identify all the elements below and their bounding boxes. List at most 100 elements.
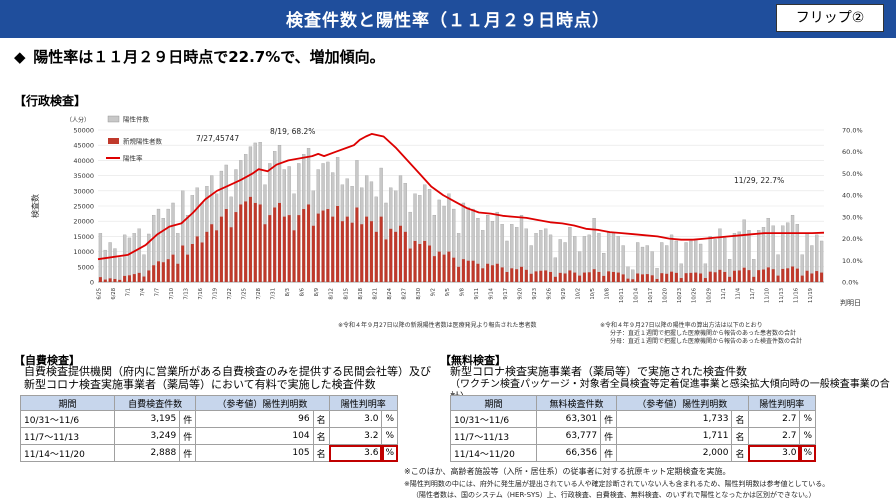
x-axis-label: 判明日 [840,298,861,307]
count-unit-cell: 件 [179,444,197,462]
bar-positives [490,265,494,282]
bar-positives [810,273,814,282]
x-tick-label: 7/13 [184,288,190,300]
bar-positives [336,206,340,282]
y-axis-label: 検査数 [30,194,40,218]
y2-tick-label: 0.0% [842,279,859,287]
column-header-positive: （参考値）陽性判明数 [616,395,749,411]
period-cell: 11/14～11/20 [450,444,537,462]
count-unit-cell: 件 [600,427,618,445]
x-tick-label: 9/29 [561,288,567,300]
bar-positives [113,278,117,282]
x-tick-label: 11/10 [764,288,770,303]
period-cell: 10/31～11/6 [450,410,537,428]
y-tick-label: 0 [90,279,94,287]
x-tick-label: 10/14 [634,287,640,303]
bar-positives [578,275,582,282]
bar-positives [224,209,228,282]
y-tick-label: 35000 [73,172,94,180]
rate-cell: 2.7 [747,410,801,428]
period-cell: 11/7～11/13 [20,427,115,445]
bar-positives [350,222,354,282]
bar-positives [345,216,349,282]
x-tick-label: 7/31 [271,288,277,300]
bar-positives [311,225,315,282]
bar-positives [655,278,659,282]
bar-positives [181,245,185,282]
rate-unit-cell: % [799,427,816,445]
footnote-2: ※陽性判明数の中には、府外に発生届が提出されている人や確定診断されていない人も含… [404,480,830,488]
x-tick-label: 7/25 [242,288,248,300]
table-row: 11/14～11/20 2,888 件 105 名 3.6 % [20,444,398,462]
table-row: 11/7～11/13 3,249 件 104 名 3.2 % [20,427,398,445]
legend-label-rate: 陽性率 [123,154,143,163]
positive-cell: 105 [195,444,314,462]
bar-positives [495,263,499,282]
y-tick-label: 25000 [73,203,94,211]
bar-positives [316,213,320,282]
bar-positives [791,266,795,282]
bar-positives [331,216,335,282]
chart-note-left: ※令和４年９月27日以降の新規陽性者数は医療発見より報告された患者数 [338,322,537,329]
bar-positives [640,274,645,282]
x-tick-label: 9/11 [474,288,480,300]
positive-unit-cell: 名 [731,427,749,445]
x-tick-label: 11/1 [721,288,727,300]
legend-swatch-tests [107,115,120,123]
count-cell: 63,777 [535,427,602,445]
positive-cell: 2,000 [616,444,733,462]
annotation-peak-tests: 7/27,45747 [196,134,239,143]
positive-cell: 104 [195,427,314,445]
bar-positives [239,204,243,282]
bar-positives [277,202,282,282]
bar-positives [611,271,615,282]
bar-positives [607,271,611,282]
bar-positives [452,257,456,282]
bar-positives [127,275,131,282]
rate-unit-cell: % [381,427,398,445]
bar-positives [747,270,751,282]
bar-positives [795,268,799,282]
rate-cell: 3.0 [328,410,383,428]
column-header-period: 期間 [450,395,537,411]
bar-positives [573,272,577,282]
bar-positives [244,201,248,282]
x-tick-label: 8/24 [387,287,393,299]
bar-positives [132,274,136,282]
x-tick-label: 9/8 [459,288,465,296]
title-banner: 検査件数と陽性率（１１月２９日時点） フリップ② [0,0,896,38]
table-header-row: 期間 自費検査件数 （参考値）陽性判明数 陽性判明率 [20,395,399,411]
bar-positives [650,275,654,282]
bar-positives [408,248,412,282]
x-tick-label: 11/16 [793,288,799,303]
bar-tests [118,257,122,283]
bar-positives [287,215,291,282]
bar-positives [519,266,524,282]
x-tick-label: 8/3 [285,288,291,296]
bar-positives [205,231,209,282]
x-tick-label: 8/30 [416,288,422,300]
bar-positives [471,260,475,282]
bar-positives [660,273,664,282]
bar-positives [321,210,325,282]
y-tick-label: 20000 [73,218,94,226]
bar-positives [505,271,509,282]
column-header-count: 自費検査件数 [113,395,197,411]
bar-positives [437,251,441,282]
bar-positives [215,230,219,282]
x-tick-label: 9/17 [503,288,509,300]
bar-positives [273,207,277,282]
bar-positives [428,245,432,282]
bar-positives [219,216,223,282]
table-header-row: 期間 無料検査件数 （参考値）陽性判明数 陽性判明率 [450,395,816,411]
x-tick-label: 11/13 [779,288,785,303]
positive-cell: 1,711 [616,427,733,445]
x-tick-label: 9/23 [532,288,538,300]
bar-positives [689,272,693,282]
x-tick-label: 8/12 [329,288,335,300]
table-row: 10/31～11/6 63,301 件 1,733 名 2.7 % [450,410,816,428]
bar-positives [171,254,175,282]
bar-positives [413,240,417,282]
bar-positives [645,274,649,282]
bar-positives [418,244,422,282]
